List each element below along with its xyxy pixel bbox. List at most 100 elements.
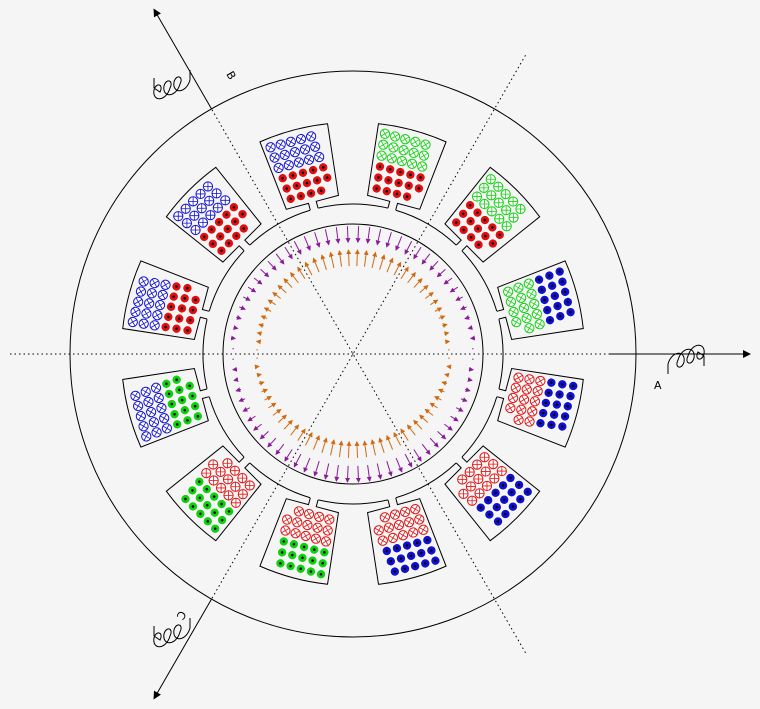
field-arrow (363, 249, 369, 267)
slot-outline (496, 367, 584, 448)
conductor-cross (142, 309, 151, 318)
field-arrow (413, 278, 423, 288)
field-arrow (303, 457, 311, 473)
conductor-dot (217, 220, 221, 224)
conductor-dot (476, 227, 480, 230)
conductor-dot (395, 546, 399, 550)
conductor-cross (303, 521, 312, 529)
conductor-dot (399, 557, 403, 560)
field-arrow (371, 251, 378, 269)
conductor-cross (525, 375, 534, 384)
conductor-dot (199, 512, 202, 516)
field-arrow (323, 463, 330, 480)
conductor-dot (225, 213, 228, 216)
conductor-cross (418, 162, 427, 171)
field-dot (232, 358, 234, 360)
field-arrow (260, 268, 270, 278)
field-arrow (429, 260, 439, 271)
conductor-cross (509, 394, 517, 402)
field-arrow (277, 284, 287, 294)
slot (496, 367, 584, 448)
field-arrow (355, 226, 361, 244)
field-arrow (320, 254, 327, 270)
conductor-cross (281, 526, 290, 535)
conductor-dot (169, 305, 173, 309)
conductor-dot (198, 480, 201, 484)
conductor-dot (375, 187, 378, 190)
conductor-cross (181, 204, 190, 214)
conductor-dot (558, 314, 562, 318)
conductor-dot (164, 325, 167, 329)
conductor-dot (183, 296, 186, 300)
field-dot (256, 357, 258, 359)
conductor-cross (528, 407, 537, 416)
conductor-dot (519, 497, 522, 501)
field-arrow (424, 408, 434, 416)
conductor-dot (491, 242, 495, 245)
slot (122, 260, 210, 341)
conductor-cross (530, 300, 539, 308)
conductor-dot (180, 307, 184, 310)
conductor-cross (535, 320, 544, 329)
conductor-cross (307, 132, 316, 141)
conductor-cross (507, 297, 515, 306)
conductor-dot (202, 235, 206, 239)
field-arrow (464, 315, 470, 320)
conductor-cross (315, 153, 324, 161)
conductor-cross (531, 397, 539, 406)
field-arrow (429, 437, 439, 448)
conductor-cross (475, 489, 484, 498)
conductor-dot (517, 483, 521, 487)
field-arrow (314, 232, 321, 248)
conductor-cross (276, 140, 285, 149)
conductor-dot (213, 527, 217, 531)
conductor-dot (409, 554, 413, 558)
conductor-dot (495, 505, 499, 509)
conductor-dot (321, 166, 325, 169)
conductor-cross (160, 414, 169, 423)
conductor-dot (566, 300, 570, 304)
conductor-dot (279, 562, 282, 565)
conductor-cross (224, 491, 233, 500)
field-arrow (413, 246, 422, 260)
conductor-cross (147, 408, 156, 416)
conductor-cross (156, 301, 164, 309)
slot-outline (259, 497, 340, 585)
slot (165, 445, 262, 542)
conductor-cross (399, 531, 407, 540)
slot (122, 367, 210, 448)
conductor-dot (184, 497, 187, 501)
field-arrow (362, 440, 368, 458)
conductor-dot (302, 545, 306, 549)
conductor-cross (301, 532, 310, 540)
conductor-dot (186, 286, 189, 290)
conductor-cross (182, 218, 192, 228)
field-arrow (243, 296, 251, 301)
conductor-cross (411, 505, 420, 514)
conductor-cross (482, 481, 492, 491)
conductor-dot (205, 487, 209, 491)
conductor-dot (173, 412, 176, 416)
conductor-dot (417, 187, 421, 190)
conductor-cross (139, 277, 148, 286)
conductor-cross (389, 143, 398, 152)
field-arrow (338, 440, 344, 458)
conductor-dot (175, 285, 178, 288)
field-arrow (406, 424, 416, 436)
field-arrow (467, 325, 473, 330)
conductor-cross (209, 476, 218, 485)
field-arrow (386, 461, 393, 477)
field-arrow (267, 260, 277, 271)
field-dot (448, 349, 450, 351)
conductor-cross (527, 289, 536, 298)
conductor-dot (226, 227, 229, 231)
conductor-cross (150, 321, 159, 330)
field-arrow (467, 377, 473, 382)
field-arrow (395, 236, 403, 251)
conductor-cross (134, 402, 143, 410)
conductor-cross (481, 467, 490, 476)
conductor-dot (476, 211, 479, 214)
axis-label-b: B (223, 69, 238, 82)
slot (444, 445, 541, 542)
conductor-cross (378, 536, 387, 545)
